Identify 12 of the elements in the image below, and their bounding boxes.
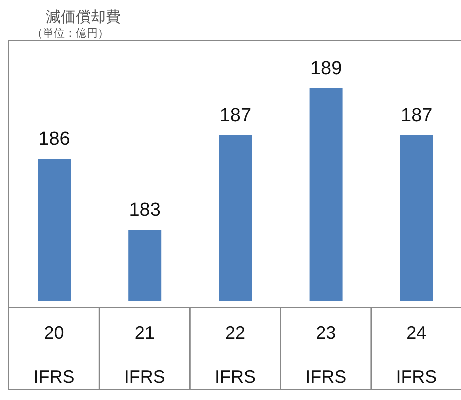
data-label: 189 <box>310 58 342 80</box>
category-label: 20 IFRS <box>34 323 75 387</box>
chart-title: 減価償却費 <box>46 8 122 26</box>
category-label: 21 IFRS <box>124 323 166 387</box>
category-label: 24 IFRS <box>396 323 438 387</box>
data-label: 187 <box>401 106 433 127</box>
data-label: 186 <box>38 129 70 150</box>
data-label: 183 <box>129 200 161 222</box>
chart-subtitle: （単位：億円） <box>32 26 110 40</box>
category-label: 23 IFRS <box>306 323 347 387</box>
data-label: 187 <box>220 106 252 127</box>
category-label: 22 IFRS <box>214 323 256 387</box>
